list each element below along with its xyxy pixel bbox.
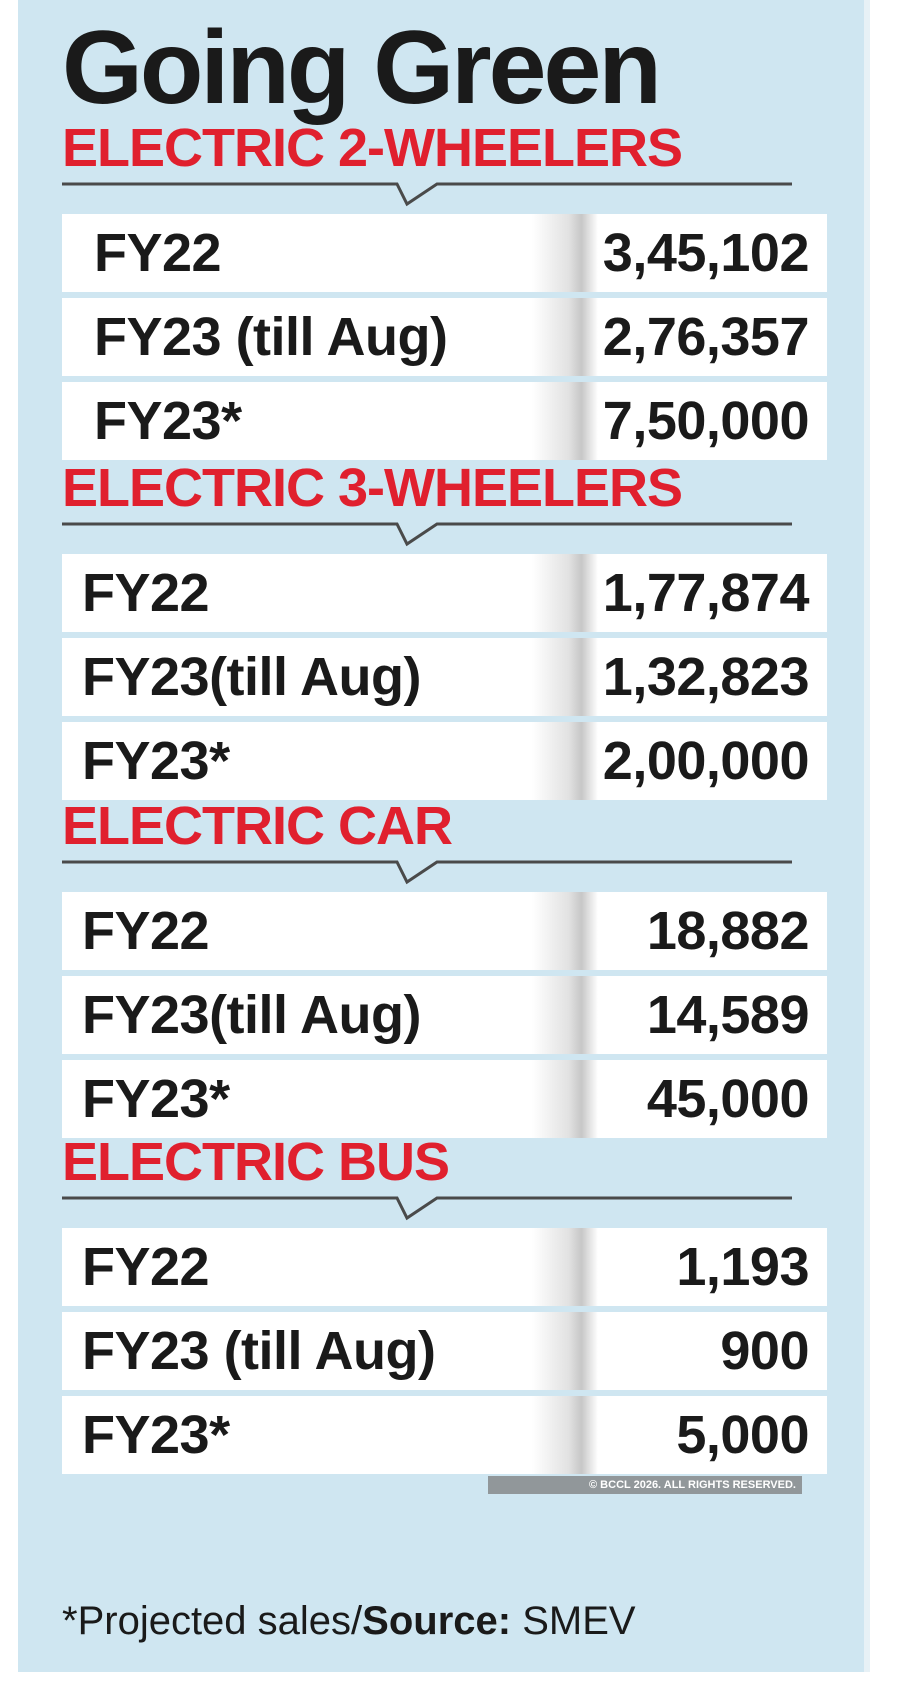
row-label: FY22 xyxy=(94,223,222,283)
row-value: 2,00,000 xyxy=(602,731,810,791)
row-value: 18,882 xyxy=(646,901,810,961)
table-row: FY23* 45,000 xyxy=(62,1060,827,1138)
table-row: FY23* 2,00,000 xyxy=(62,722,827,800)
table-row: FY23(till Aug) 1,32,823 xyxy=(62,638,827,716)
table-row: FY22 1,77,874 xyxy=(62,554,827,632)
column-divider xyxy=(532,554,598,632)
column-divider xyxy=(532,1060,598,1138)
footnote-prefix: *Projected sales/ xyxy=(62,1599,363,1643)
row-value: 2,76,357 xyxy=(602,307,810,367)
column-divider xyxy=(532,214,598,292)
table-row: FY23* 5,000 xyxy=(62,1396,827,1474)
column-divider xyxy=(532,1312,598,1390)
infographic-title: Going Green xyxy=(62,10,662,126)
table-row: FY23 (till Aug) 2,76,357 xyxy=(62,298,827,376)
column-divider xyxy=(532,976,598,1054)
section-title: ELECTRIC CAR xyxy=(62,796,453,856)
column-divider xyxy=(532,892,598,970)
section-title: ELECTRIC 3-WHEELERS xyxy=(62,458,683,518)
row-label: FY22 xyxy=(82,563,210,623)
row-value: 45,000 xyxy=(646,1069,810,1129)
copyright-watermark: © BCCL 2026. ALL RIGHTS RESERVED. xyxy=(488,1476,802,1494)
section-divider-rule xyxy=(62,860,792,885)
row-label: FY23* xyxy=(82,731,230,791)
row-value: 7,50,000 xyxy=(602,391,810,451)
column-divider xyxy=(532,722,598,800)
row-label: FY23 (till Aug) xyxy=(94,307,448,367)
row-label: FY22 xyxy=(82,901,210,961)
row-value: 3,45,102 xyxy=(602,223,810,283)
row-label: FY23 (till Aug) xyxy=(82,1321,436,1381)
row-label: FY23(till Aug) xyxy=(82,985,422,1045)
row-value: 1,32,823 xyxy=(602,647,810,707)
column-divider xyxy=(532,1228,598,1306)
column-divider xyxy=(532,638,598,716)
row-value: 1,193 xyxy=(676,1237,809,1297)
row-value: 5,000 xyxy=(676,1405,809,1465)
row-label: FY22 xyxy=(82,1237,210,1297)
source-label: Source: xyxy=(362,1599,512,1643)
column-divider xyxy=(532,298,598,376)
table-row: FY23(till Aug) 14,589 xyxy=(62,976,827,1054)
row-value: 900 xyxy=(720,1321,809,1381)
row-value: 1,77,874 xyxy=(602,563,810,623)
table-row: FY22 1,193 xyxy=(62,1228,827,1306)
table-row: FY23 (till Aug) 900 xyxy=(62,1312,827,1390)
row-label: FY23* xyxy=(82,1405,230,1465)
table-row: FY23* 7,50,000 xyxy=(62,382,827,460)
section-title: ELECTRIC BUS xyxy=(62,1132,450,1192)
column-divider xyxy=(532,382,598,460)
section-divider-rule xyxy=(62,182,792,207)
section-divider-rule xyxy=(62,1196,792,1221)
section-divider-rule xyxy=(62,522,792,547)
row-label: FY23(till Aug) xyxy=(82,647,422,707)
table-row: FY22 3,45,102 xyxy=(62,214,827,292)
source-value: SMEV xyxy=(511,1599,636,1643)
row-value: 14,589 xyxy=(646,985,810,1045)
table-row: FY22 18,882 xyxy=(62,892,827,970)
column-divider xyxy=(532,1396,598,1474)
footnote: *Projected sales/Source: SMEV xyxy=(62,1598,636,1644)
section-title: ELECTRIC 2-WHEELERS xyxy=(62,118,683,178)
row-label: FY23* xyxy=(82,1069,230,1129)
row-label: FY23* xyxy=(94,391,242,451)
